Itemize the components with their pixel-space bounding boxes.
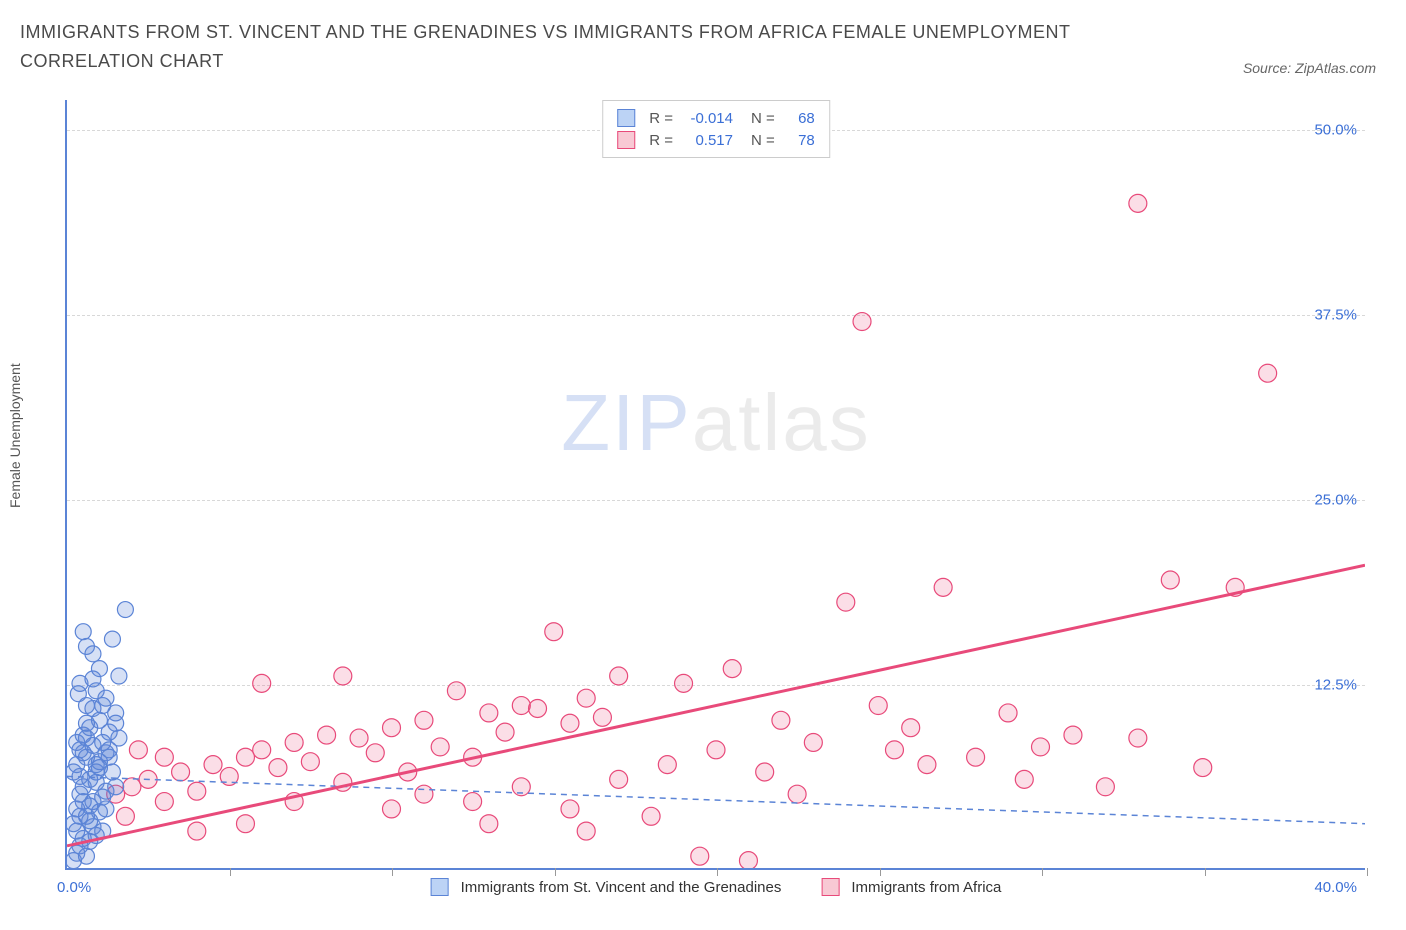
scatter-plot-svg	[67, 100, 1365, 868]
legend-item-a: Immigrants from St. Vincent and the Gren…	[431, 878, 782, 896]
legend-swatch-a	[617, 109, 635, 127]
legend-correlation: R = -0.014 N = 68 R = 0.517 N = 78	[602, 100, 830, 158]
legend-row-series-a: R = -0.014 N = 68	[617, 107, 815, 129]
chart-container: Female Unemployment ZIPatlas R = -0.014 …	[20, 100, 1386, 910]
legend-swatch-b	[617, 131, 635, 149]
source-attribution: Source: ZipAtlas.com	[1243, 60, 1376, 76]
legend-item-b: Immigrants from Africa	[821, 878, 1001, 896]
legend-row-series-b: R = 0.517 N = 78	[617, 129, 815, 151]
x-axis-min-label: 0.0%	[57, 879, 91, 896]
plot-area: ZIPatlas R = -0.014 N = 68 R = 0.517 N =…	[65, 100, 1365, 870]
legend-swatch-a	[431, 878, 449, 896]
y-axis-label: Female Unemployment	[7, 363, 23, 508]
chart-title: IMMIGRANTS FROM ST. VINCENT AND THE GREN…	[20, 18, 1170, 76]
x-axis-max-label: 40.0%	[1314, 879, 1357, 896]
legend-series: Immigrants from St. Vincent and the Gren…	[431, 878, 1002, 896]
legend-swatch-b	[821, 878, 839, 896]
